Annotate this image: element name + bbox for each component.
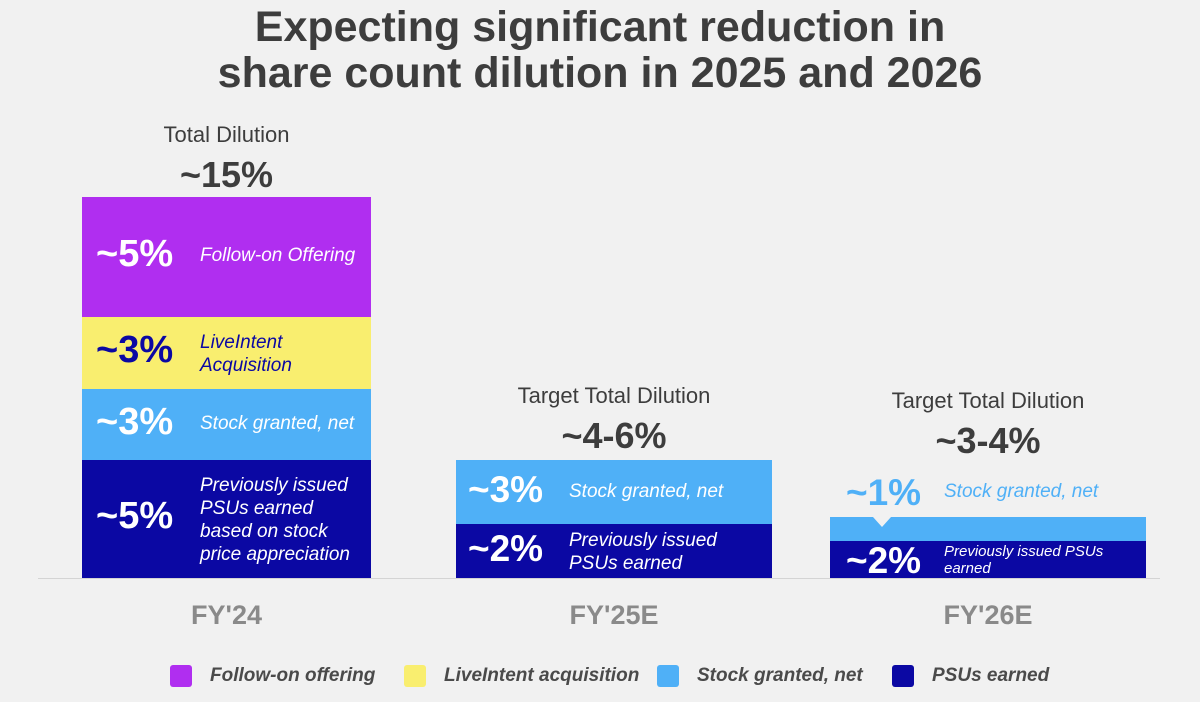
x-axis-tick-label: FY'25E — [569, 600, 659, 630]
segment-description-label: Stock granted, net — [944, 481, 1099, 502]
legend-swatch — [657, 665, 679, 687]
legend-label: Follow-on offering — [210, 665, 376, 686]
bar-header-caption: Target Total Dilution — [891, 388, 1085, 413]
legend-label: LiveIntent acquisition — [444, 665, 640, 686]
bar-segment-psus-2 — [830, 541, 1146, 578]
title-line-2: share count dilution in 2025 and 2026 — [217, 49, 983, 97]
x-axis-tick-label: FY'24 — [191, 600, 262, 630]
bar-header-0: Total Dilution ~15% — [77, 122, 377, 196]
bar-header-total: ~4-6% — [561, 415, 667, 456]
bar-header-total: ~3-4% — [935, 420, 1041, 461]
chart-title: Expecting significant reduction in share… — [0, 4, 1200, 96]
bar-segment-follow_on-0 — [82, 197, 371, 317]
bar-header-total: ~15% — [179, 154, 274, 195]
bar-segment-stock_granted-1 — [456, 460, 772, 524]
segment-value-label: ~3% — [96, 329, 174, 371]
bar-header-1: Target Total Dilution ~4-6% — [464, 383, 764, 457]
bar-segment-liveintent-0 — [82, 317, 371, 389]
legend-swatch — [892, 665, 914, 687]
segment-value-label: ~3% — [96, 400, 174, 443]
bar-header-caption: Target Total Dilution — [517, 383, 711, 408]
title-line-1: Expecting significant reduction in — [254, 3, 946, 51]
segment-description-label: LiveIntent Acquisition — [200, 332, 292, 376]
x-axis-tick-label: FY'26E — [943, 600, 1033, 630]
segment-description-label: Follow-on Offering — [200, 245, 356, 266]
segment-description-label: Stock granted, net — [569, 481, 724, 502]
legend-label: Stock granted, net — [697, 665, 863, 686]
segment-value-label: ~5% — [96, 495, 174, 537]
segment-value-label: ~2% — [468, 528, 544, 569]
legend-swatch — [170, 665, 192, 687]
legend-label: PSUs earned — [932, 665, 1050, 686]
segment-value-label: ~5% — [96, 233, 174, 275]
callout-pointer — [873, 517, 891, 527]
bar-segment-psus-0 — [82, 460, 371, 578]
bar-header-caption: Total Dilution — [163, 122, 290, 147]
segment-description-label: Previously issued PSUs earned — [569, 530, 717, 574]
bar-header-2: Target Total Dilution ~3-4% — [838, 388, 1138, 462]
segment-value-label: ~2% — [846, 540, 922, 581]
legend-swatch — [404, 665, 426, 687]
segment-value-label: ~1% — [846, 472, 922, 513]
chart-baseline — [38, 578, 1160, 579]
segment-description-label: Stock granted, net — [200, 412, 355, 434]
bar-segment-psus-1 — [456, 524, 772, 578]
segment-description-label: Previously issued PSUs earned — [944, 543, 1104, 577]
bar-segment-stock_granted-0 — [82, 389, 371, 460]
segment-description-label: Previously issued PSUs earned based on s… — [200, 475, 350, 565]
segment-value-label: ~3% — [468, 469, 544, 510]
